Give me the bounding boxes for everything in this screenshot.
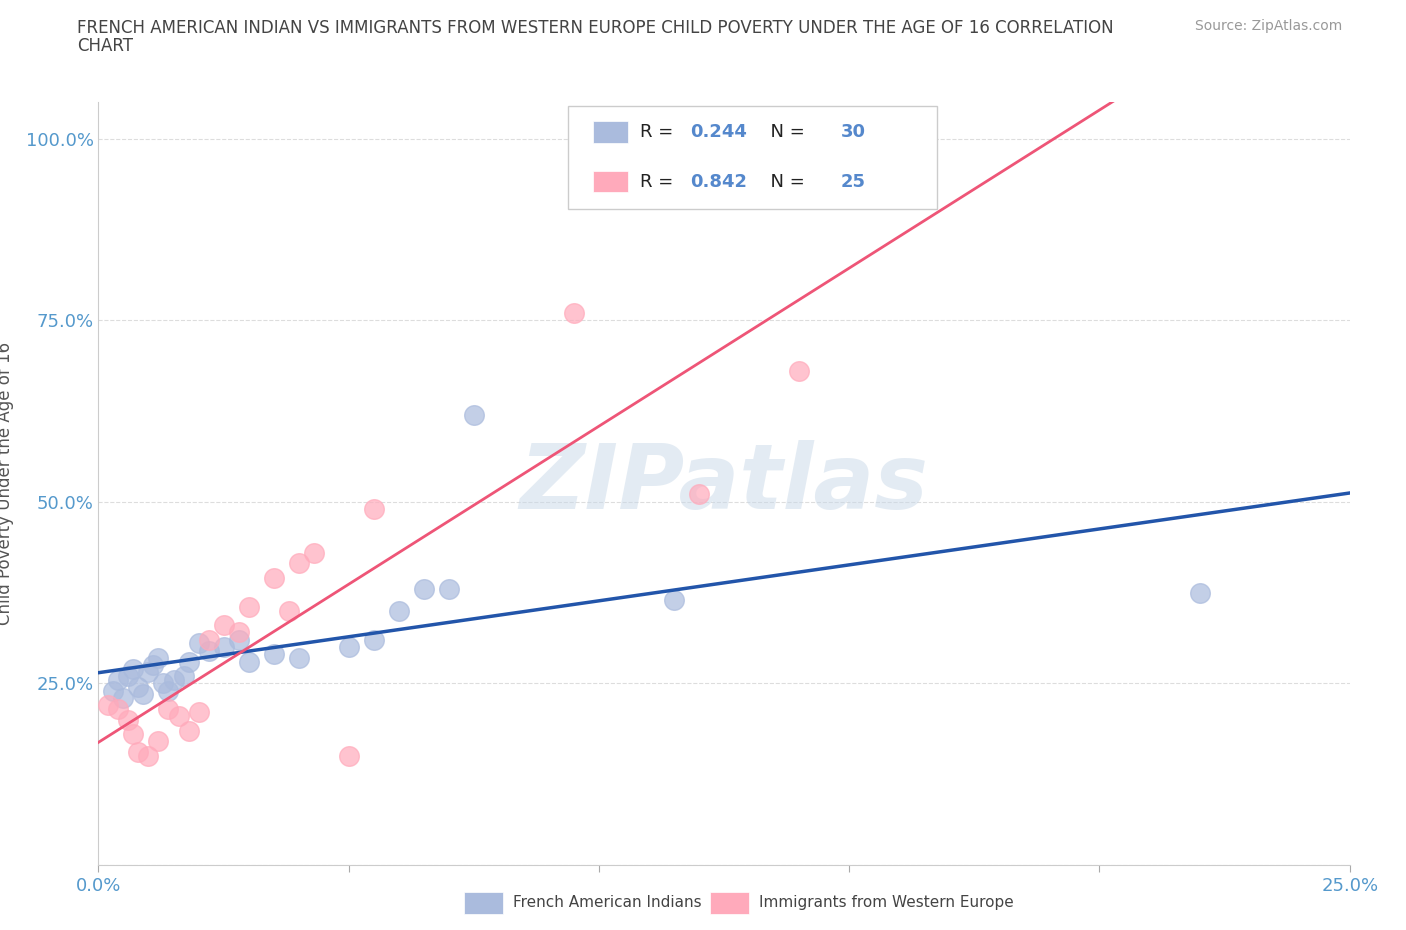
Point bbox=[412, 581, 434, 596]
Point bbox=[97, 698, 120, 712]
Text: CHART: CHART bbox=[77, 37, 134, 55]
Point bbox=[363, 501, 385, 516]
Point bbox=[212, 618, 235, 632]
Text: FRENCH AMERICAN INDIAN VS IMMIGRANTS FROM WESTERN EUROPE CHILD POVERTY UNDER THE: FRENCH AMERICAN INDIAN VS IMMIGRANTS FRO… bbox=[77, 19, 1114, 36]
Point bbox=[162, 672, 184, 687]
Text: 30: 30 bbox=[841, 123, 866, 141]
Point bbox=[187, 636, 209, 651]
Point bbox=[562, 305, 585, 320]
Point bbox=[787, 364, 810, 379]
Point bbox=[228, 625, 250, 640]
Point bbox=[122, 661, 145, 676]
Text: 0.842: 0.842 bbox=[690, 173, 748, 191]
Point bbox=[238, 600, 260, 615]
Point bbox=[228, 632, 250, 647]
Point bbox=[148, 734, 170, 749]
Point bbox=[117, 712, 139, 727]
Point bbox=[263, 571, 285, 586]
Point bbox=[912, 142, 935, 157]
Point bbox=[463, 407, 485, 422]
Text: R =: R = bbox=[640, 123, 679, 141]
Point bbox=[177, 654, 200, 669]
Point bbox=[142, 658, 165, 672]
Point bbox=[337, 640, 360, 655]
Point bbox=[167, 709, 190, 724]
Point bbox=[138, 749, 160, 764]
Text: 25: 25 bbox=[841, 173, 866, 191]
Point bbox=[302, 545, 325, 560]
Point bbox=[238, 654, 260, 669]
Point bbox=[148, 650, 170, 665]
Point bbox=[662, 592, 685, 607]
Point bbox=[122, 726, 145, 741]
Point bbox=[197, 632, 219, 647]
Point bbox=[112, 690, 135, 705]
Point bbox=[277, 604, 299, 618]
Text: 0.244: 0.244 bbox=[690, 123, 747, 141]
Point bbox=[287, 650, 309, 665]
Point bbox=[138, 665, 160, 680]
Point bbox=[173, 669, 195, 684]
Point bbox=[197, 644, 219, 658]
Text: French American Indians: French American Indians bbox=[513, 895, 702, 910]
Point bbox=[157, 701, 180, 716]
Point bbox=[117, 669, 139, 684]
Point bbox=[688, 487, 710, 502]
Point bbox=[337, 749, 360, 764]
Point bbox=[152, 676, 174, 691]
Text: R =: R = bbox=[640, 173, 679, 191]
Point bbox=[363, 632, 385, 647]
Point bbox=[287, 556, 309, 571]
Point bbox=[388, 604, 411, 618]
Point bbox=[187, 705, 209, 720]
Point bbox=[1188, 585, 1211, 600]
Point bbox=[212, 640, 235, 655]
Text: ZIPatlas: ZIPatlas bbox=[520, 440, 928, 527]
Text: Source: ZipAtlas.com: Source: ZipAtlas.com bbox=[1195, 19, 1343, 33]
Y-axis label: Child Poverty Under the Age of 16: Child Poverty Under the Age of 16 bbox=[0, 342, 14, 625]
Point bbox=[103, 684, 125, 698]
Point bbox=[132, 686, 155, 701]
Point bbox=[437, 581, 460, 596]
FancyBboxPatch shape bbox=[568, 106, 936, 209]
Point bbox=[127, 745, 149, 760]
Bar bbox=[593, 171, 627, 193]
Text: N =: N = bbox=[759, 123, 811, 141]
Text: N =: N = bbox=[759, 173, 811, 191]
Point bbox=[107, 701, 129, 716]
Point bbox=[157, 684, 180, 698]
Point bbox=[127, 680, 149, 695]
Point bbox=[107, 672, 129, 687]
Point bbox=[263, 647, 285, 662]
Bar bbox=[593, 122, 627, 142]
Text: Immigrants from Western Europe: Immigrants from Western Europe bbox=[759, 895, 1014, 910]
Point bbox=[177, 724, 200, 738]
